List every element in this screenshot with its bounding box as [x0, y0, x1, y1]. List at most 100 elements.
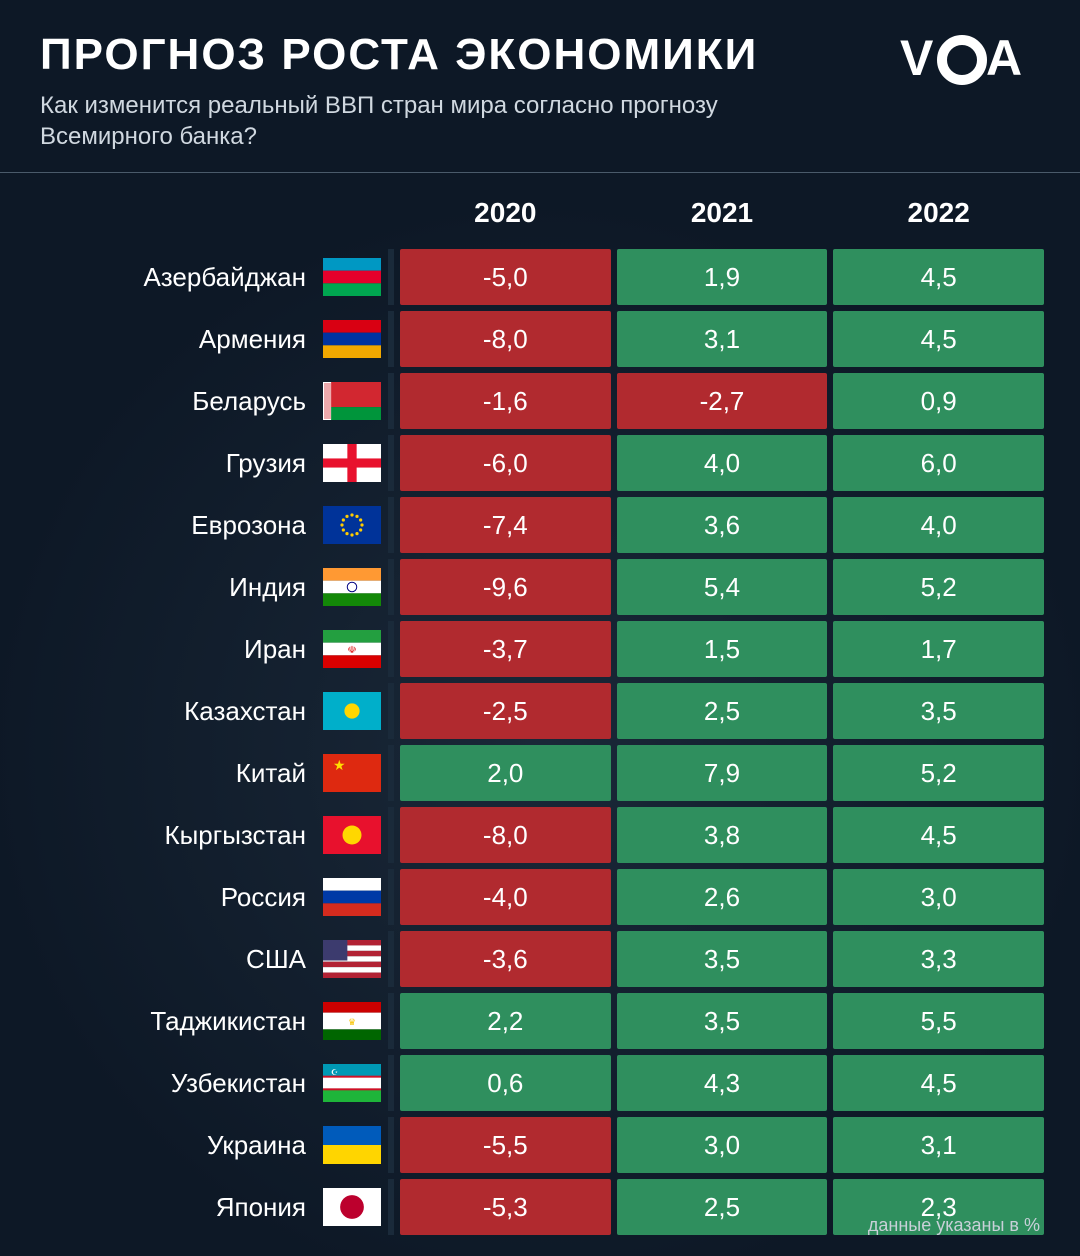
value-cell: 0,6 — [400, 1055, 611, 1111]
svg-text:★: ★ — [333, 757, 346, 773]
value-cell: 2,6 — [617, 869, 828, 925]
flag-cell: ♛ — [322, 993, 394, 1049]
country-name: Украина — [36, 1117, 316, 1173]
value-cell: 4,5 — [833, 807, 1044, 863]
value-cell: 4,5 — [833, 249, 1044, 305]
flag-cell — [322, 1117, 394, 1173]
country-name: Индия — [36, 559, 316, 615]
table-row: Иран☫-3,71,51,7 — [36, 621, 1044, 677]
country-name: Таджикистан — [36, 993, 316, 1049]
value-cell: 7,9 — [617, 745, 828, 801]
value-cell: 5,5 — [833, 993, 1044, 1049]
value-cell: -6,0 — [400, 435, 611, 491]
flag-cell — [322, 1179, 394, 1235]
value-cell: -3,7 — [400, 621, 611, 677]
value-cell: 1,5 — [617, 621, 828, 677]
flag-cell — [322, 807, 394, 863]
flag-cell: ★ — [322, 745, 394, 801]
table-header-row: 2020 2021 2022 — [36, 179, 1044, 243]
value-cell: 2,0 — [400, 745, 611, 801]
flag-cell: ☫ — [322, 621, 394, 677]
svg-text:☪: ☪ — [331, 1068, 338, 1077]
th-2022: 2022 — [833, 179, 1044, 243]
value-cell: -8,0 — [400, 807, 611, 863]
country-name: Азербайджан — [36, 249, 316, 305]
value-cell: 3,1 — [833, 1117, 1044, 1173]
country-name: Иран — [36, 621, 316, 677]
country-name: Беларусь — [36, 373, 316, 429]
voa-logo-icon: V A — [900, 30, 1040, 90]
th-flag — [322, 179, 394, 243]
table-row: Грузия -6,04,06,0 — [36, 435, 1044, 491]
svg-text:V: V — [900, 30, 934, 86]
table-row: Кыргызстан-8,03,84,5 — [36, 807, 1044, 863]
table-row: Азербайджан-5,01,94,5 — [36, 249, 1044, 305]
header: ПРОГНОЗ РОСТА ЭКОНОМИКИ Как изменится ре… — [0, 0, 1080, 173]
flag-cell — [322, 249, 394, 305]
flag-icon — [323, 816, 381, 854]
value-cell: 4,3 — [617, 1055, 828, 1111]
value-cell: 5,4 — [617, 559, 828, 615]
value-cell: -2,5 — [400, 683, 611, 739]
value-cell: -3,6 — [400, 931, 611, 987]
flag-icon — [323, 568, 381, 606]
flag-icon — [323, 444, 381, 482]
value-cell: 4,0 — [617, 435, 828, 491]
svg-text:☫: ☫ — [348, 645, 357, 656]
table-row: Беларусь-1,6-2,70,9 — [36, 373, 1044, 429]
title-block: ПРОГНОЗ РОСТА ЭКОНОМИКИ Как изменится ре… — [40, 30, 880, 152]
country-name: Армения — [36, 311, 316, 367]
flag-cell — [322, 869, 394, 925]
logo: V A — [880, 30, 1040, 102]
value-cell: 2,5 — [617, 1179, 828, 1235]
value-cell: -5,0 — [400, 249, 611, 305]
value-cell: -5,3 — [400, 1179, 611, 1235]
svg-text:♛: ♛ — [348, 1017, 356, 1027]
value-cell: -1,6 — [400, 373, 611, 429]
value-cell: 3,3 — [833, 931, 1044, 987]
flag-icon — [323, 1188, 381, 1226]
country-name: США — [36, 931, 316, 987]
country-name: Казахстан — [36, 683, 316, 739]
flag-cell — [322, 435, 394, 491]
page-title: ПРОГНОЗ РОСТА ЭКОНОМИКИ — [40, 30, 880, 80]
flag-icon — [323, 940, 381, 978]
table-row: Еврозона-7,43,64,0 — [36, 497, 1044, 553]
table-row: Индия -9,65,45,2 — [36, 559, 1044, 615]
value-cell: 3,1 — [617, 311, 828, 367]
value-cell: 6,0 — [833, 435, 1044, 491]
country-name: Грузия — [36, 435, 316, 491]
value-cell: -9,6 — [400, 559, 611, 615]
flag-icon — [323, 382, 381, 420]
flag-cell — [322, 311, 394, 367]
value-cell: 5,2 — [833, 559, 1044, 615]
value-cell: 0,9 — [833, 373, 1044, 429]
value-cell: 4,5 — [833, 1055, 1044, 1111]
table-row: Узбекистан ☪ 0,64,34,5 — [36, 1055, 1044, 1111]
flag-cell: ☪ — [322, 1055, 394, 1111]
value-cell: 5,2 — [833, 745, 1044, 801]
value-cell: 3,8 — [617, 807, 828, 863]
value-cell: 4,0 — [833, 497, 1044, 553]
value-cell: -8,0 — [400, 311, 611, 367]
country-name: Узбекистан — [36, 1055, 316, 1111]
value-cell: -5,5 — [400, 1117, 611, 1173]
flag-cell — [322, 497, 394, 553]
flag-icon — [323, 258, 381, 296]
value-cell: 3,5 — [833, 683, 1044, 739]
value-cell: 4,5 — [833, 311, 1044, 367]
value-cell: 3,6 — [617, 497, 828, 553]
svg-text:A: A — [986, 30, 1021, 86]
flag-cell — [322, 683, 394, 739]
value-cell: 2,5 — [617, 683, 828, 739]
table-row: США-3,63,53,3 — [36, 931, 1044, 987]
flag-icon — [323, 1126, 381, 1164]
flag-icon — [323, 506, 381, 544]
flag-icon — [323, 692, 381, 730]
country-name: Еврозона — [36, 497, 316, 553]
table-row: Украина-5,53,03,1 — [36, 1117, 1044, 1173]
flag-icon: ★ — [323, 754, 381, 792]
footer-note: данные указаны в % — [868, 1215, 1040, 1236]
table-row: Казахстан -2,52,53,5 — [36, 683, 1044, 739]
table-wrap: 2020 2021 2022 Азербайджан-5,01,94,5Арме… — [0, 173, 1080, 1241]
